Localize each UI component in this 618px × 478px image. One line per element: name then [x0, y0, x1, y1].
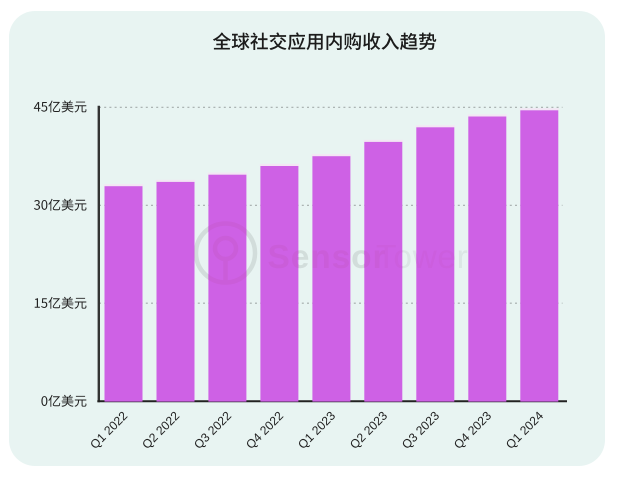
svg-text:Sensor: Sensor	[268, 239, 387, 276]
svg-text:Tower: Tower	[376, 239, 468, 276]
